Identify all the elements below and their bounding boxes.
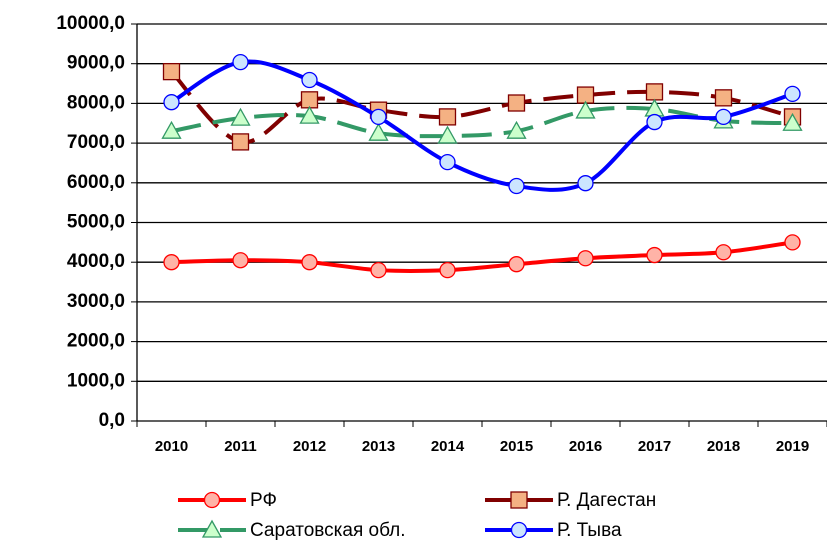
data-point (162, 62, 181, 81)
data-point (645, 83, 664, 101)
series-line (170, 70, 794, 145)
x-tick-label: 2015 (500, 438, 533, 455)
y-tick-label: 4000,0 (67, 251, 125, 272)
legend-label: Саратовская обл. (250, 520, 405, 541)
data-point (370, 261, 387, 279)
data-point (301, 71, 318, 89)
data-point (439, 261, 456, 279)
data-point (784, 234, 801, 251)
x-tick-label: 2018 (707, 438, 740, 455)
x-tick-label: 2012 (293, 438, 326, 455)
legend-marker (201, 519, 223, 538)
data-point (575, 100, 596, 119)
data-point (231, 133, 250, 151)
legend-label: Р. Тыва (557, 520, 622, 541)
x-tick-label: 2016 (569, 438, 602, 455)
y-tick-label: 8000,0 (67, 92, 125, 113)
series-line (171, 240, 793, 274)
data-point (299, 105, 320, 124)
legend-marker (510, 491, 528, 509)
data-point (715, 244, 732, 261)
data-point (782, 112, 803, 131)
legend-marker (510, 521, 528, 539)
y-tick-label: 6000,0 (67, 172, 125, 193)
data-point (232, 252, 249, 269)
data-point (508, 256, 525, 273)
y-tick-label: 1000,0 (67, 370, 125, 391)
x-tick-label: 2010 (155, 438, 188, 455)
data-point (437, 125, 458, 144)
y-tick-label: 0,0 (99, 410, 125, 431)
data-point (300, 91, 319, 109)
data-point (438, 108, 457, 126)
y-tick-label: 3000,0 (67, 291, 125, 312)
data-point (714, 89, 733, 107)
data-point (301, 254, 318, 271)
data-point (577, 250, 594, 267)
data-point (232, 53, 249, 71)
x-tick-label: 2013 (362, 438, 395, 455)
x-tick-label: 2011 (224, 438, 257, 455)
data-point (163, 94, 180, 111)
data-point (507, 94, 526, 112)
data-point (784, 85, 801, 103)
data-point (439, 154, 456, 171)
data-point (508, 177, 525, 195)
y-tick-label: 5000,0 (67, 212, 125, 233)
data-point (163, 254, 180, 271)
x-tick-label: 2017 (638, 438, 671, 455)
x-tick-label: 2014 (431, 438, 465, 455)
data-point (230, 107, 251, 126)
data-point (506, 120, 527, 139)
data-point (646, 246, 663, 264)
data-point (646, 113, 663, 131)
y-tick-label: 10000,0 (56, 13, 125, 34)
y-tick-label: 9000,0 (67, 53, 125, 74)
series-line (171, 105, 793, 139)
data-point (161, 120, 182, 139)
legend-label: РФ (250, 490, 277, 511)
y-tick-label: 7000,0 (67, 132, 125, 153)
y-tick-label: 2000,0 (67, 331, 125, 352)
data-point (577, 175, 594, 192)
legend-label: Р. Дагестан (557, 490, 656, 511)
series-line (170, 59, 794, 192)
legend-marker (203, 491, 221, 509)
x-tick-label: 2019 (776, 438, 809, 455)
data-point (715, 108, 732, 126)
data-point (368, 122, 389, 141)
data-point (370, 108, 387, 126)
